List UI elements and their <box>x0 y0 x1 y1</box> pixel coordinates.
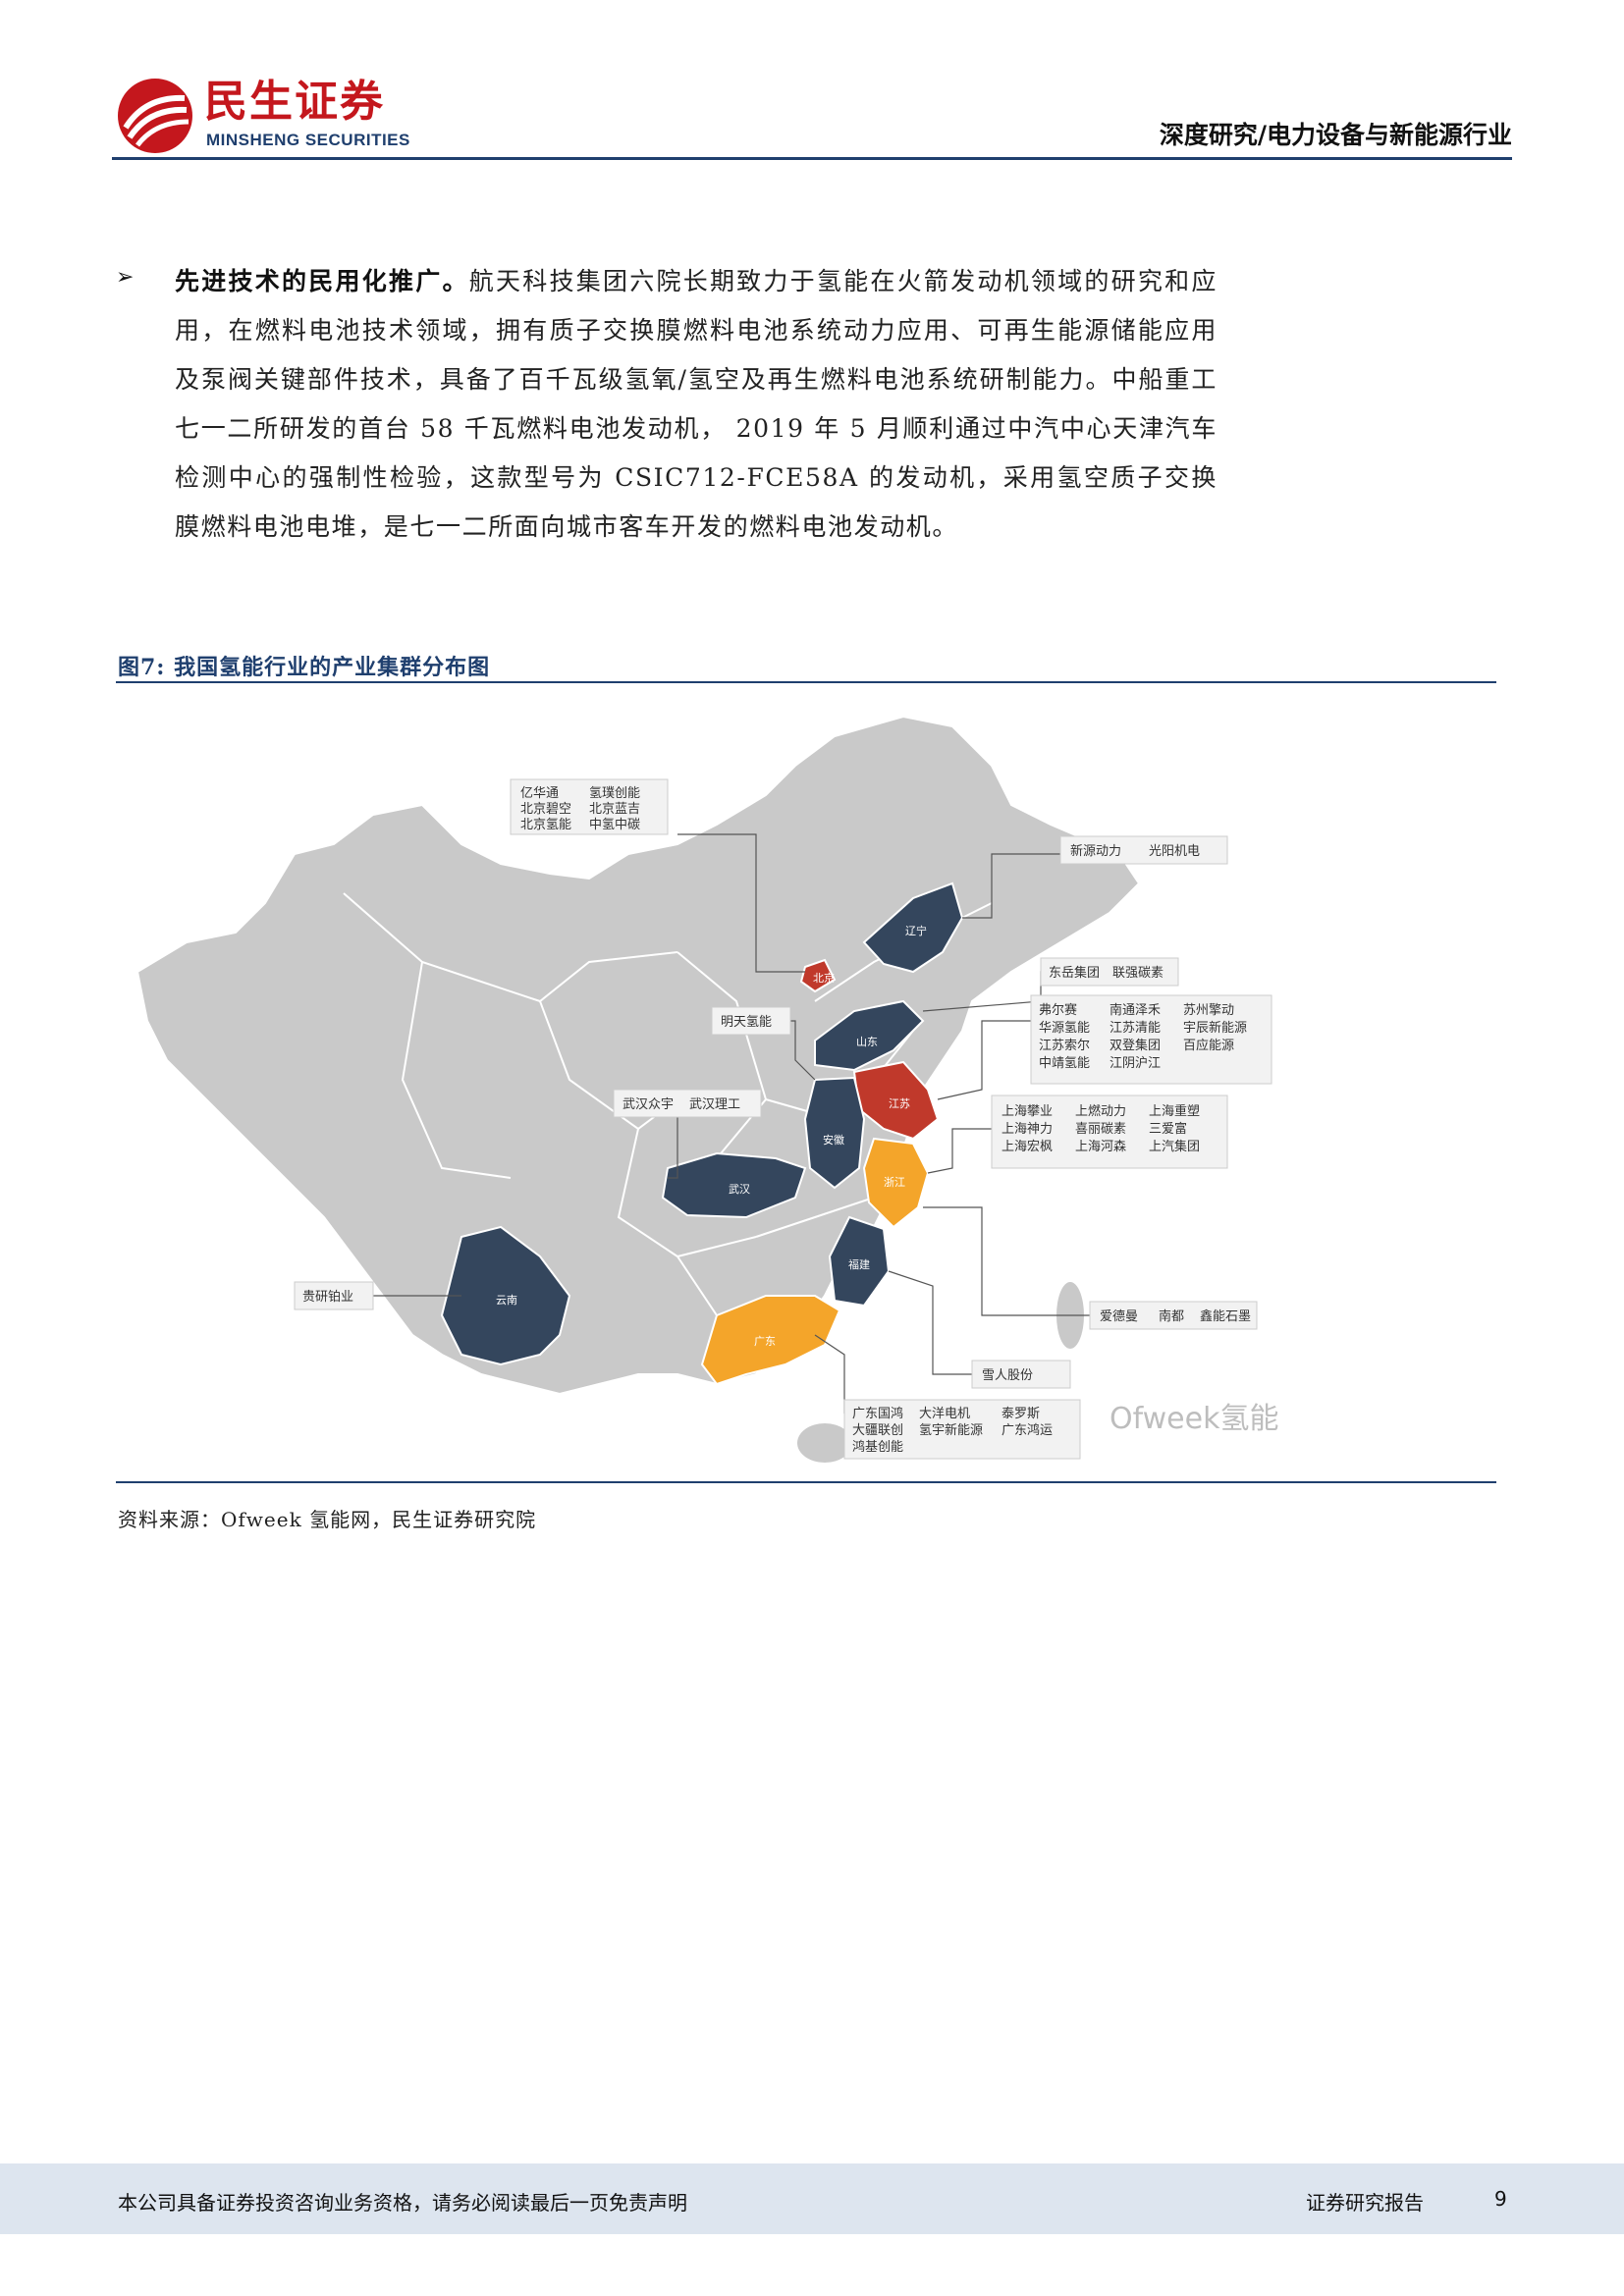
cluster-jiangsu-1: 南通泽禾 <box>1110 1002 1161 1018</box>
cluster-yunnan-0: 贵研铂业 <box>302 1289 353 1305</box>
minsheng-logo-icon <box>118 79 192 153</box>
cluster-shanghai-3: 上海神力 <box>1001 1122 1053 1137</box>
footer-disclaimer: 本公司具备证券投资咨询业务资格，请务必阅读最后一页免责声明 <box>118 2191 687 2215</box>
cluster-shanghai-0: 上海攀业 <box>1001 1104 1053 1119</box>
cluster-beijing-3: 北京蓝吉 <box>589 802 640 817</box>
paragraph-text: 航天科技集团六院长期致力于氢能在火箭发动机领域的研究和应用，在燃料电池技术领域，… <box>175 267 1218 541</box>
callout-zhejiang <box>1089 1301 1258 1330</box>
footer-report-type: 证券研究报告 <box>1306 2191 1424 2215</box>
cluster-beijing-2: 北京碧空 <box>520 802 571 817</box>
cluster-shanghai-5: 三爱富 <box>1149 1121 1187 1137</box>
cluster-beijing-0: 亿华通 <box>520 786 559 801</box>
cluster-shanghai-1: 上燃动力 <box>1075 1103 1126 1119</box>
province-label-zhejiang: 浙江 <box>884 1176 905 1189</box>
figure-source: 资料来源：Ofweek 氢能网，民生证券研究院 <box>118 1508 537 1531</box>
header-divider <box>112 157 1512 160</box>
callout-shanghai <box>991 1095 1228 1169</box>
cluster-guangdong-0: 广东国鸿 <box>852 1406 903 1421</box>
callout-guangdong <box>843 1399 1081 1460</box>
page-number: 9 <box>1494 2187 1507 2211</box>
callout-liaoning <box>1059 835 1228 865</box>
cluster-guangdong-3: 大疆联创 <box>852 1423 903 1438</box>
cluster-beijing-5: 中氢中碳 <box>589 818 640 832</box>
footer-bar <box>0 2163 1624 2234</box>
cluster-jiangsu-0: 弗尔赛 <box>1039 1002 1077 1018</box>
province-shandong <box>814 999 925 1072</box>
cluster-anhui-0: 明天氢能 <box>721 1015 772 1030</box>
figure-title: 图7: 我国氢能行业的产业集群分布图 <box>118 655 491 680</box>
body-paragraph: 先进技术的民用化推广。航天科技集团六院长期致力于氢能在火箭发动机领域的研究和应用… <box>175 257 1218 552</box>
callout-jiangsu <box>1030 994 1272 1085</box>
cluster-fujian-0: 雪人股份 <box>982 1368 1033 1383</box>
cluster-jiangsu-2: 苏州擎动 <box>1183 1002 1234 1018</box>
province-label-beijing: 北京 <box>813 971 835 985</box>
province-label-shandong: 山东 <box>856 1036 878 1048</box>
cluster-guangdong-5: 广东鸿运 <box>1001 1422 1053 1438</box>
cluster-liaoning-1: 光阳机电 <box>1149 844 1200 859</box>
province-anhui <box>803 1076 866 1190</box>
province-label-yunnan: 云南 <box>496 1294 517 1307</box>
ofweek-watermark: Ofweek氢能 <box>1110 1402 1278 1436</box>
callout-beijing <box>510 778 669 835</box>
province-guangdong <box>700 1295 841 1386</box>
cluster-jiangsu-4: 江苏清能 <box>1110 1020 1161 1036</box>
callout-yunnan <box>294 1281 374 1310</box>
callout-fujian <box>971 1360 1071 1389</box>
cluster-shanghai-8: 上汽集团 <box>1149 1139 1200 1154</box>
cluster-wuhan-0: 武汉众宇 <box>623 1097 674 1112</box>
callout-wuhan <box>613 1089 762 1118</box>
figure-top-rule <box>116 681 1496 683</box>
province-label-guangdong: 广东 <box>754 1335 776 1348</box>
bullet-arrow-icon: ➢ <box>116 265 135 290</box>
cluster-shandong-1: 联强碳素 <box>1112 966 1164 981</box>
province-label-liaoning: 辽宁 <box>905 924 927 937</box>
cluster-liaoning-0: 新源动力 <box>1070 843 1121 859</box>
province-label-fujian: 福建 <box>848 1257 870 1271</box>
cluster-shanghai-4: 喜丽碳素 <box>1075 1122 1126 1137</box>
cluster-shanghai-2: 上海重塑 <box>1149 1103 1200 1119</box>
cluster-jiangsu-10: 江阴沪江 <box>1110 1055 1161 1071</box>
cluster-shanghai-6: 上海宏枫 <box>1001 1140 1053 1154</box>
figure-bottom-rule <box>116 1481 1496 1483</box>
province-liaoning <box>862 881 964 974</box>
cluster-shandong-0: 东岳集团 <box>1049 965 1100 981</box>
china-hydrogen-cluster-map: 北京 辽宁 山东 江苏 安徽 武汉 浙江 福建 云南 广东 亿华通 氢璞创能 北… <box>135 715 1278 1463</box>
province-label-anhui: 安徽 <box>823 1133 844 1147</box>
province-label-jiangsu: 江苏 <box>889 1097 910 1110</box>
cluster-beijing-4: 北京氢能 <box>520 818 571 832</box>
province-fujian <box>828 1215 891 1308</box>
report-category-title: 深度研究/电力设备与新能源行业 <box>1159 121 1512 149</box>
province-wuhan <box>661 1151 807 1219</box>
brand-name-cn: 民生证券 <box>204 77 385 127</box>
cluster-jiangsu-8: 百应能源 <box>1183 1038 1234 1053</box>
province-label-wuhan: 武汉 <box>729 1183 750 1196</box>
province-zhejiang <box>862 1137 930 1229</box>
cluster-jiangsu-6: 江苏索尔 <box>1039 1038 1090 1053</box>
province-beijing <box>799 958 837 993</box>
province-yunnan <box>440 1225 571 1366</box>
cluster-zhejiang-1: 南都 <box>1159 1308 1184 1324</box>
paragraph-lead: 先进技术的民用化推广。 <box>175 267 469 295</box>
cluster-guangdong-2: 泰罗斯 <box>1001 1407 1040 1421</box>
cluster-jiangsu-5: 宇辰新能源 <box>1183 1020 1247 1036</box>
callout-shandong <box>1040 957 1179 987</box>
cluster-jiangsu-7: 双登集团 <box>1110 1038 1161 1053</box>
brand-name-en: MINSHENG SECURITIES <box>206 131 410 149</box>
cluster-jiangsu-3: 华源氢能 <box>1039 1021 1090 1036</box>
cluster-zhejiang-2: 鑫能石墨 <box>1200 1308 1251 1324</box>
hainan-island <box>797 1423 852 1463</box>
cluster-guangdong-4: 氢宇新能源 <box>919 1422 983 1438</box>
china-base-shape <box>135 715 1141 1396</box>
cluster-zhejiang-0: 爱德曼 <box>1100 1309 1138 1324</box>
cluster-guangdong-6: 鸿基创能 <box>852 1439 903 1455</box>
cluster-beijing-1: 氢璞创能 <box>589 786 640 801</box>
cluster-shanghai-7: 上海河森 <box>1075 1140 1126 1154</box>
callout-anhui <box>711 1006 791 1036</box>
cluster-guangdong-1: 大洋电机 <box>919 1407 970 1421</box>
cluster-jiangsu-9: 中靖氢能 <box>1039 1056 1090 1071</box>
cluster-wuhan-1: 武汉理工 <box>689 1097 740 1112</box>
